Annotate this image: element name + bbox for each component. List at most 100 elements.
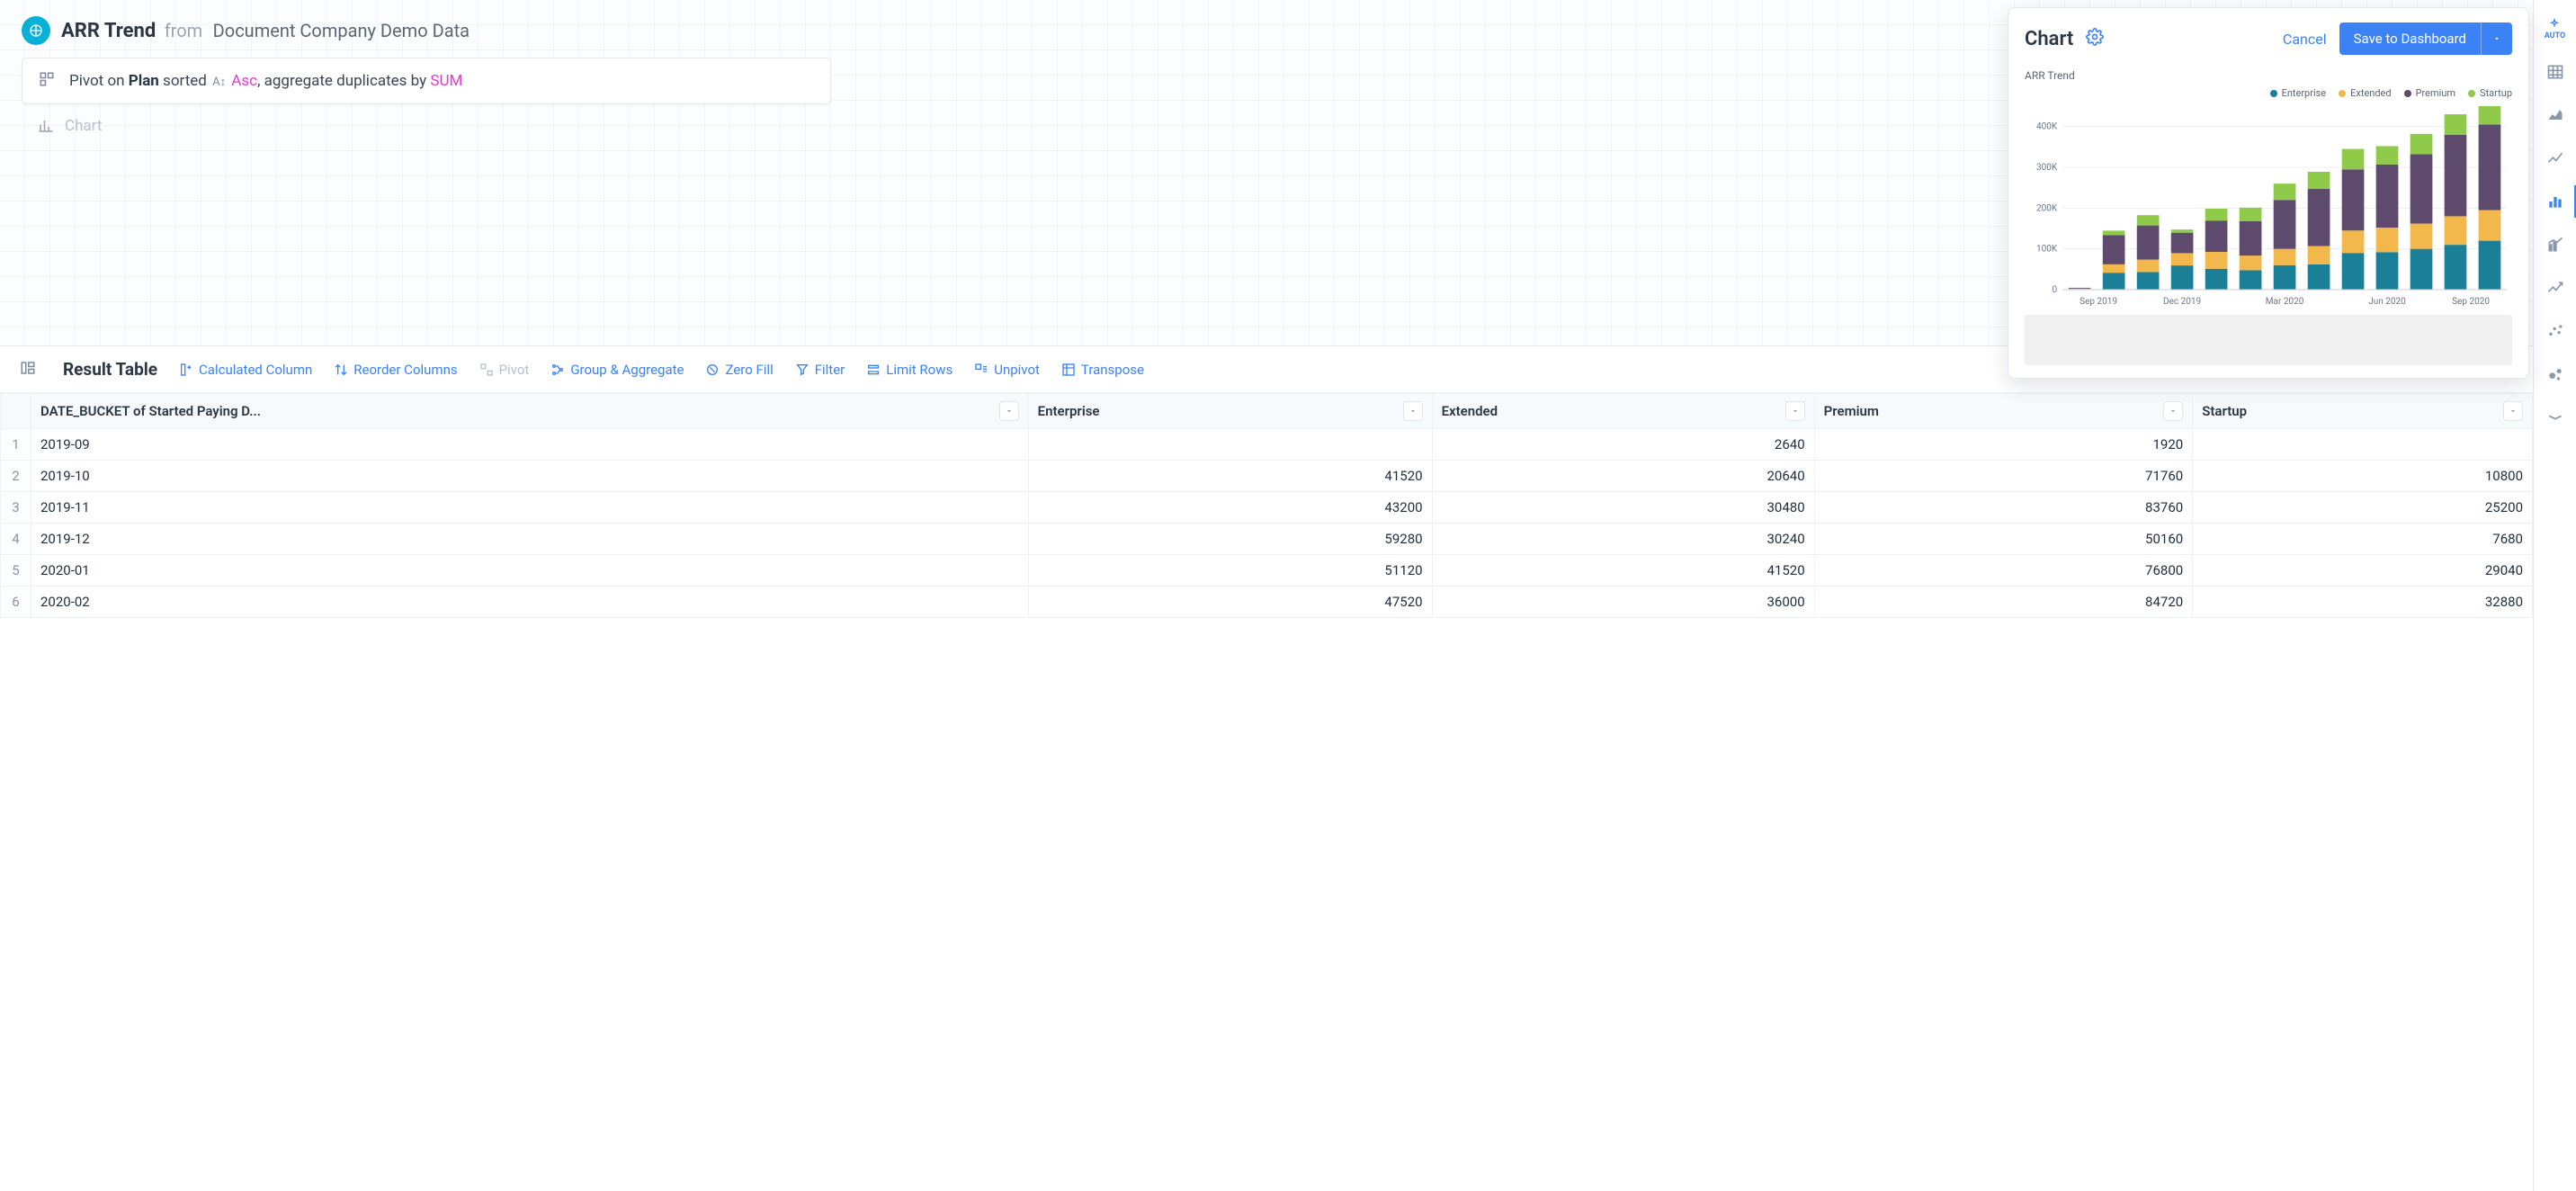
- row-number: 6: [1, 587, 31, 618]
- value-cell[interactable]: 2640: [1432, 429, 1814, 461]
- filter-button[interactable]: Filter: [795, 362, 845, 378]
- column-menu-button[interactable]: [2163, 401, 2183, 421]
- column-menu-button[interactable]: [2503, 401, 2523, 421]
- value-cell[interactable]: [2193, 429, 2533, 461]
- group-aggregate-button[interactable]: Group & Aggregate: [550, 362, 684, 378]
- date-cell[interactable]: 2019-11: [31, 492, 1029, 524]
- table-row[interactable]: 42019-125928030240501607680: [1, 524, 2533, 555]
- table-row[interactable]: 32019-1143200304808376025200: [1, 492, 2533, 524]
- column-header-label: Enterprise: [1038, 403, 1100, 419]
- table-row[interactable]: 52020-0151120415207680029040: [1, 555, 2533, 587]
- pivot-step-card[interactable]: Pivot on Plan sorted A↕ Asc, aggregate d…: [22, 58, 831, 104]
- rail-line[interactable]: [2534, 137, 2576, 180]
- value-cell[interactable]: 25200: [2193, 492, 2533, 524]
- legend-swatch: [2404, 90, 2411, 97]
- value-cell[interactable]: 84720: [1814, 587, 2193, 618]
- table-row[interactable]: 22019-1041520206407176010800: [1, 461, 2533, 492]
- rail-trend[interactable]: [2534, 266, 2576, 309]
- column-header[interactable]: DATE_BUCKET of Started Paying D...: [31, 394, 1029, 429]
- value-cell[interactable]: 76800: [1814, 555, 2193, 587]
- value-cell[interactable]: 20640: [1432, 461, 1814, 492]
- rail-combo[interactable]: [2534, 223, 2576, 266]
- value-cell[interactable]: 41520: [1028, 461, 1432, 492]
- svg-text:Sep 2020: Sep 2020: [2452, 297, 2490, 307]
- chart-step-placeholder[interactable]: Chart: [22, 104, 831, 148]
- value-cell[interactable]: 83760: [1814, 492, 2193, 524]
- limit-rows-button[interactable]: Limit Rows: [866, 362, 953, 378]
- group-icon: [550, 363, 565, 377]
- legend-item: Enterprise: [2270, 87, 2327, 99]
- chart-legend: EnterpriseExtendedPremiumStartup: [2025, 87, 2512, 99]
- table-row[interactable]: 62020-0247520360008472032880: [1, 587, 2533, 618]
- save-button-dropdown[interactable]: [2481, 22, 2512, 55]
- filter-icon: [795, 363, 809, 377]
- reorder-columns-button[interactable]: Reorder Columns: [334, 362, 457, 378]
- rail-area[interactable]: [2534, 94, 2576, 137]
- value-cell[interactable]: 43200: [1028, 492, 1432, 524]
- date-cell[interactable]: 2019-12: [31, 524, 1029, 555]
- pivot-label: Pivot: [499, 362, 530, 378]
- result-table-icon: [20, 360, 36, 380]
- date-cell[interactable]: 2020-01: [31, 555, 1029, 587]
- value-cell[interactable]: 50160: [1814, 524, 2193, 555]
- svg-text:200K: 200K: [2036, 203, 2058, 213]
- page-title-source[interactable]: Document Company Demo Data: [213, 20, 470, 41]
- chart-config-panel: Chart Cancel Save to Dashboard ARR Trend…: [2008, 7, 2529, 379]
- rail-auto[interactable]: AUTO: [2534, 7, 2576, 50]
- value-cell[interactable]: [1028, 429, 1432, 461]
- legend-item: Startup: [2468, 87, 2512, 99]
- chevron-down-icon: [1791, 407, 1800, 416]
- rail-bubble[interactable]: [2534, 353, 2576, 396]
- chevron-down-icon: [1409, 407, 1418, 416]
- value-cell[interactable]: 30240: [1432, 524, 1814, 555]
- pivot-asc: Asc: [231, 72, 257, 90]
- value-cell[interactable]: 1920: [1814, 429, 2193, 461]
- cancel-button[interactable]: Cancel: [2283, 31, 2327, 48]
- unpivot-button[interactable]: Unpivot: [974, 362, 1040, 378]
- column-header[interactable]: Extended: [1432, 394, 1814, 429]
- filter-label: Filter: [815, 362, 845, 378]
- reorder-label: Reorder Columns: [353, 362, 457, 378]
- value-cell[interactable]: 10800: [2193, 461, 2533, 492]
- pivot-step-text: Pivot on Plan sorted A↕ Asc, aggregate d…: [69, 72, 462, 90]
- column-header[interactable]: Enterprise: [1028, 394, 1432, 429]
- zero-fill-label: Zero Fill: [725, 362, 773, 378]
- date-cell[interactable]: 2019-09: [31, 429, 1029, 461]
- value-cell[interactable]: 51120: [1028, 555, 1432, 587]
- transpose-button[interactable]: Transpose: [1061, 362, 1144, 378]
- value-cell[interactable]: 41520: [1432, 555, 1814, 587]
- date-cell[interactable]: 2019-10: [31, 461, 1029, 492]
- zero-fill-button[interactable]: Zero Fill: [705, 362, 773, 378]
- save-to-dashboard-button[interactable]: Save to Dashboard: [2339, 22, 2512, 55]
- value-cell[interactable]: 59280: [1028, 524, 1432, 555]
- column-header[interactable]: Premium: [1814, 394, 2193, 429]
- value-cell[interactable]: 71760: [1814, 461, 2193, 492]
- value-cell[interactable]: 7680: [2193, 524, 2533, 555]
- chevron-down-icon: [2509, 407, 2518, 416]
- value-cell[interactable]: 47520: [1028, 587, 1432, 618]
- rail-scatter[interactable]: [2534, 309, 2576, 353]
- value-cell[interactable]: 30480: [1432, 492, 1814, 524]
- result-table: DATE_BUCKET of Started Paying D... Enterp…: [0, 393, 2533, 618]
- gear-icon: [2086, 28, 2104, 46]
- rail-bar[interactable]: [2534, 180, 2576, 223]
- column-menu-button[interactable]: [999, 401, 1019, 421]
- value-cell[interactable]: 32880: [2193, 587, 2533, 618]
- calculated-column-button[interactable]: Calculated Column: [179, 362, 312, 378]
- column-header[interactable]: Startup: [2193, 394, 2533, 429]
- date-cell[interactable]: 2020-02: [31, 587, 1029, 618]
- chart-settings-button[interactable]: [2086, 28, 2104, 49]
- scatter-icon: [2546, 322, 2564, 340]
- transpose-label: Transpose: [1081, 362, 1144, 378]
- rail-table[interactable]: [2534, 50, 2576, 94]
- pivot-sum: SUM: [430, 72, 462, 90]
- value-cell[interactable]: 36000: [1432, 587, 1814, 618]
- column-menu-button[interactable]: [1785, 401, 1805, 421]
- table-row[interactable]: 12019-0926401920: [1, 429, 2533, 461]
- value-cell[interactable]: 29040: [2193, 555, 2533, 587]
- legend-swatch: [2339, 90, 2346, 97]
- column-menu-button[interactable]: [1403, 401, 1423, 421]
- pivot-sorted: sorted: [159, 72, 210, 90]
- rail-more[interactable]: [2534, 396, 2576, 439]
- trend-icon: [2546, 279, 2564, 297]
